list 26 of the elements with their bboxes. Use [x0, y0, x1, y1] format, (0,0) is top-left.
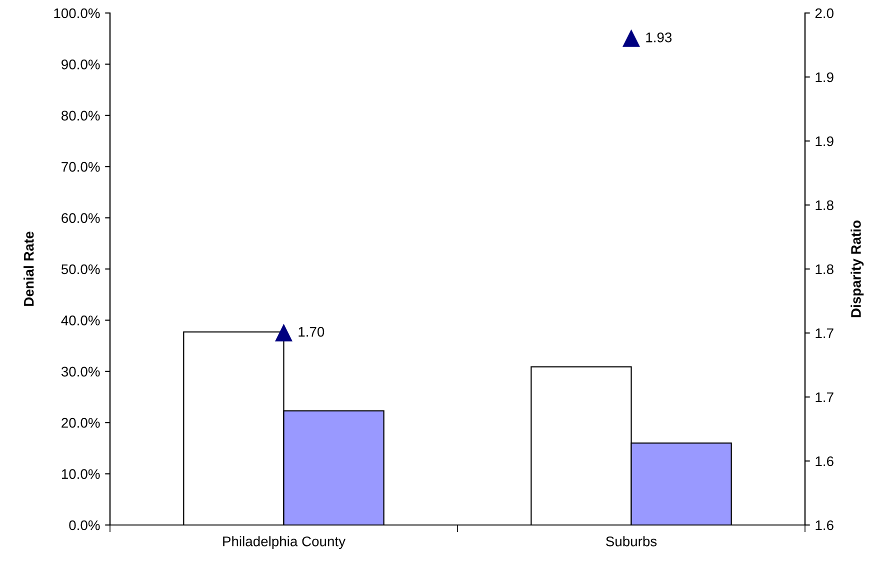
data-label: 1.93	[646, 32, 672, 42]
y-tick-label: 20.0%	[62, 418, 100, 428]
y-tick-label: 50.0%	[61, 264, 100, 274]
y-tick-label: 10.0%	[62, 469, 100, 479]
y-tick-label: 90.0%	[62, 60, 100, 70]
y2-tick-label: 1.9	[816, 136, 834, 146]
y2-tick-label: 1.6	[816, 456, 834, 466]
y2-tick-label: 1.7	[816, 328, 834, 338]
y-tick-label: 70.0%	[62, 162, 100, 172]
y2-axis-title: Disparity Ratio	[850, 220, 864, 318]
y2-tick-label: 2.0	[815, 8, 834, 18]
y-tick-label: 60.0%	[62, 213, 100, 223]
y-axis-title: Denial Rate	[24, 232, 34, 306]
y2-tick-label: 1.7	[816, 392, 834, 402]
y2-tick-label: 1.6	[816, 520, 834, 530]
y2-tick-label: 1.8	[816, 200, 834, 210]
data-label: 1.70	[298, 326, 324, 337]
y2-tick-label: 1.8	[816, 264, 834, 274]
y-tick-label: 80.0%	[62, 110, 100, 121]
y-tick-label: 30.0%	[61, 366, 100, 377]
y2-tick-label: 1.9	[816, 72, 834, 82]
y-tick-label: 0.0%	[69, 520, 100, 530]
x-tick-label: Suburbs	[606, 536, 657, 546]
y-tick-label: 40.0%	[61, 316, 100, 326]
x-tick-label: Philadelphia County	[223, 536, 346, 550]
y-tick-label: 100.0%	[54, 8, 100, 18]
